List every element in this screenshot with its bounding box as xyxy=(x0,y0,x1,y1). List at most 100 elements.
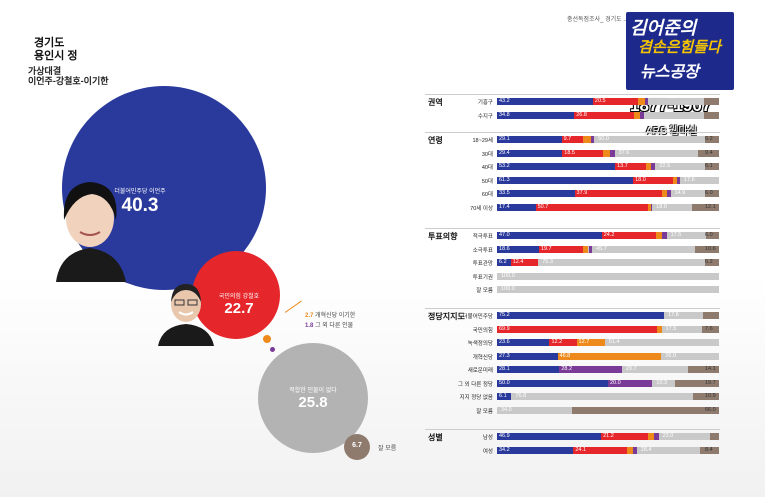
bar-segment xyxy=(658,433,710,440)
bar-value-label: 50.0 xyxy=(499,379,510,386)
bar-value-label: 45.7 xyxy=(596,245,607,252)
bar-value-label: 43.2 xyxy=(499,98,510,104)
bar-value-label: 27.3 xyxy=(499,352,510,359)
row-label: 투표관망 xyxy=(472,261,493,267)
row-label: 40대 xyxy=(481,165,493,171)
bar-segment xyxy=(663,312,704,319)
bar-segment xyxy=(633,446,637,454)
bar-value-label: 10.9 xyxy=(705,393,716,399)
bar-value-label: 26.0 xyxy=(665,352,677,359)
bubble-value-refuse: 6.7 xyxy=(352,442,362,449)
bar-segment xyxy=(695,245,719,253)
bar-value-label: 69.9 xyxy=(499,325,510,332)
bar-value-label: 50.0 xyxy=(598,136,609,142)
bar-value-label: 6.2 xyxy=(499,259,507,265)
bar-segment xyxy=(654,433,659,440)
bar-value-label: 17.6 xyxy=(683,176,695,183)
bar-segment xyxy=(652,203,693,211)
bar-value-label: 34.0 xyxy=(501,406,512,413)
legend-other: 1.8 그 외 다른 인물 xyxy=(305,320,353,329)
bar-row: 47.0 24.2 17.5 6.0 xyxy=(497,232,719,239)
bar-value-label: 12.1 xyxy=(705,203,716,210)
bar-row: 34.2 24.1 28.4 8.4 xyxy=(497,446,719,454)
bar-value-label: 28.1 xyxy=(499,366,510,372)
bubble-name: 국민의힘 강철호 xyxy=(218,294,260,300)
bar-value-label: 23.6 xyxy=(499,339,510,345)
bubble-label-ppp: 국민의힘 강철호 22.7 xyxy=(198,291,280,317)
group-title: 연령 xyxy=(428,136,443,145)
bar-value-label: 37.6 xyxy=(618,149,630,156)
legend-connector xyxy=(284,300,302,313)
row-label: 18~29세 xyxy=(472,138,493,144)
bar-row: 46.9 21.2 23.0 xyxy=(497,433,719,440)
bar-row: 28.1 28.2 29.7 14.1 xyxy=(497,366,719,373)
bar-value-label: 18.0 xyxy=(656,203,667,210)
bar-segment xyxy=(666,232,706,239)
group-title: 권역 xyxy=(428,98,443,107)
bar-segment xyxy=(645,163,652,170)
bar-segment xyxy=(656,325,662,333)
bar-segment xyxy=(601,433,649,440)
bar-segment xyxy=(497,203,536,211)
bar-segment xyxy=(557,352,662,360)
row-label: 남성 xyxy=(482,435,493,441)
row-label: 잘 모름 xyxy=(476,288,493,294)
bar-value-label: 24.1 xyxy=(575,446,587,453)
group-divider xyxy=(425,94,720,95)
bar-row: 75.2 17.8 xyxy=(497,312,719,319)
bar-segment xyxy=(670,190,706,197)
bubble-ppp xyxy=(192,251,280,339)
bar-segment xyxy=(676,176,680,184)
logo-line2: 겸손은힘들다 xyxy=(638,39,721,56)
bar-row: 100.0 xyxy=(497,286,719,293)
bar-value-label: 6.0 xyxy=(705,190,713,196)
bar-segment xyxy=(497,286,719,293)
bar-value-label: 24.2 xyxy=(603,232,615,238)
row-label: 기흥구 xyxy=(477,100,493,106)
candidate-photo-dem xyxy=(56,182,126,282)
bar-value-label: 100.0 xyxy=(501,286,515,292)
bar-value-label: 37.9 xyxy=(576,190,588,196)
bar-segment xyxy=(638,98,645,105)
bar-value-label: 9.7 xyxy=(563,136,572,142)
bar-segment xyxy=(497,232,602,239)
bar-segment xyxy=(497,312,664,319)
bar-segment xyxy=(497,245,539,253)
bar-value-label: 6.2 xyxy=(705,259,713,265)
bubble-label-none: 적합한 인물이 없다 25.8 xyxy=(268,385,358,411)
bar-segment xyxy=(692,203,719,211)
bar-value-label: 6.0 xyxy=(705,232,713,238)
row-label: 30대 xyxy=(481,151,493,158)
bar-segment xyxy=(661,352,719,360)
bubble-other xyxy=(270,347,275,352)
bar-row: 6.1 76.8 10.9 xyxy=(497,393,719,400)
bar-segment xyxy=(497,352,558,360)
bar-value-label: 6.1 xyxy=(499,393,507,399)
bar-row: 43.2 20.5 xyxy=(497,98,719,105)
bar-segment xyxy=(576,339,605,346)
row-label: 지지 정당 없음 xyxy=(459,395,493,401)
matchup-title: 가상대결 xyxy=(28,66,62,76)
bar-segment xyxy=(666,190,671,197)
bar-segment xyxy=(703,98,719,105)
bar-value-label: 19.7 xyxy=(540,245,552,252)
group-title: 성별 xyxy=(428,433,443,442)
bar-segment xyxy=(535,203,649,211)
bar-segment xyxy=(561,136,584,143)
row-label: 70세 이상 xyxy=(470,205,493,212)
group-divider xyxy=(425,429,720,430)
row-label: 잘 모름 xyxy=(476,408,493,415)
bar-segment xyxy=(497,379,608,387)
group-divider xyxy=(425,308,720,309)
bar-value-label: 14.1 xyxy=(705,366,716,372)
bar-value-label: 9.4 xyxy=(705,149,713,156)
bar-value-label: 75.2 xyxy=(499,312,510,318)
legend-value: 1.8 xyxy=(305,323,314,329)
logo-line3: 뉴스공장 xyxy=(640,64,699,81)
bar-segment xyxy=(608,379,653,387)
bar-row: 34.0 66.0 xyxy=(497,406,719,414)
bar-segment xyxy=(693,393,719,400)
row-label: 50대 xyxy=(481,178,493,185)
bar-row: 29.4 18.5 37.6 9.4 xyxy=(497,149,719,157)
legend-value: 2.7 xyxy=(305,313,314,319)
